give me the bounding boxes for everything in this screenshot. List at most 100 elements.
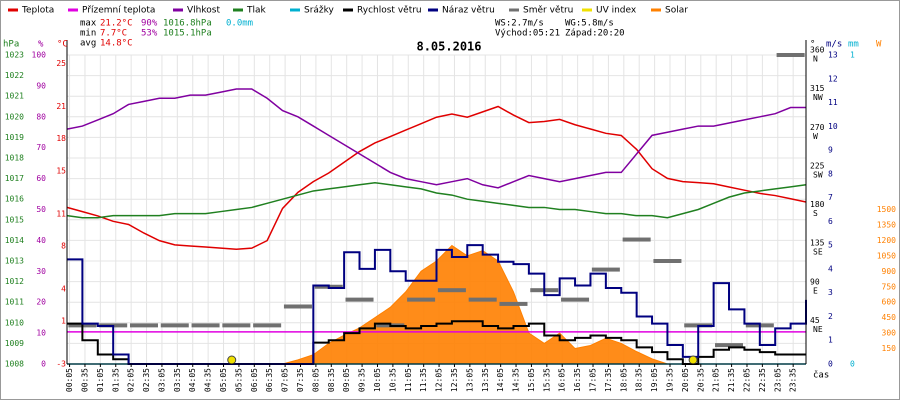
x-tick-label: 14:05 [496,368,505,392]
x-tick-label: 13:35 [481,368,490,392]
direction-mark [715,343,744,348]
y-tick-label: 4 [828,264,833,273]
y-tick-label: 225 [810,161,825,170]
y-tick-label: 1 [828,336,833,345]
x-tick-label: 14:35 [512,368,521,392]
direction-mark [191,323,220,328]
y-tick-label: 8 [828,169,833,178]
y-tick-label: 21 [56,102,66,111]
x-tick-label: 13:05 [465,368,474,392]
x-tick-label: 05:35 [234,368,243,392]
x-tick-label: 11:35 [419,368,428,392]
x-tick-label: 18:35 [635,368,644,392]
y-tick-label: 315 [810,84,825,93]
y-tick-label: 20 [36,298,46,307]
x-tick-label: 07:05 [281,368,290,392]
stat-temp: 14.8°C [100,39,133,49]
x-tick-label: 12:05 [435,368,444,392]
legend-label: Vlhkost [187,6,220,16]
direction-mark [622,237,651,242]
legend-label: UV index [596,6,637,16]
x-tick-label: 09:05 [342,368,351,392]
legend-label: Solar [665,6,688,16]
x-tick-label: 02:05 [127,368,136,392]
x-tick-label: 23:05 [773,368,782,392]
direction-mark [222,323,251,328]
direction-mark [653,259,682,263]
x-tick-label: 06:35 [265,368,274,392]
x-tick-label: 20:35 [696,368,705,392]
stat-rain: 0.0mm [226,19,253,29]
direction-mark [407,297,436,302]
direction-mark [561,297,590,302]
y-tick-label: 1020 [5,112,24,121]
y-tick-label: 11 [828,98,838,107]
stat-press: 1016.8hPa [163,19,212,29]
x-tick-label: 18:05 [619,368,628,392]
y-tick-label: 1008 [5,360,24,369]
uv-marker [227,355,237,365]
y-tick-label: 3 [828,288,833,297]
y-tick-sublabel: NW [813,93,823,102]
y-tick-label: 1019 [5,133,24,142]
y-tick-label: 90 [36,81,46,90]
axis-title: % [38,40,44,50]
y-tick-label: 750 [882,282,897,291]
stat-temp: 21.2°C [100,19,133,29]
y-tick-label: 7 [828,193,833,202]
y-tick-label: 900 [882,267,897,276]
y-tick-label: 1009 [5,339,24,348]
x-tick-label: 09:35 [358,368,367,392]
legend-label: Tlak [246,6,267,16]
x-tick-label: 17:05 [589,368,598,392]
y-tick-label: 1014 [5,236,24,245]
x-tick-label: 08:05 [311,368,320,392]
y-tick-label: 1050 [877,251,896,260]
y-tick-label: 80 [36,112,46,121]
y-tick-sublabel: SE [813,248,823,257]
axis-title: m/s [826,40,842,50]
x-tick-label: 10:35 [388,368,397,392]
x-axis-label: čas [813,370,829,381]
legend-label: Teplota [21,6,54,16]
y-tick-label: 6 [828,217,833,226]
x-tick-label: 11:05 [404,368,413,392]
y-tick-label: 270 [810,123,825,132]
y-tick-label: 18 [56,134,66,143]
axis-title: W [876,40,882,50]
y-tick-label: 13 [828,51,838,60]
direction-mark [160,323,189,328]
axis-title: °C [57,40,68,50]
x-tick-label: 21:05 [712,368,721,392]
y-tick-label: 180 [810,200,825,209]
legend-label: Srážky [304,6,335,16]
y-tick-label: 10 [828,122,838,131]
stat-press: 1015.1hPa [163,29,212,39]
series-line [66,105,807,250]
direction-mark [468,297,497,302]
x-tick-label: 16:35 [573,368,582,392]
x-tick-label: 08:35 [327,368,336,392]
x-tick-label: 01:05 [96,368,105,392]
x-tick-label: 20:05 [681,368,690,392]
direction-mark [253,323,282,328]
x-tick-label: 19:05 [650,368,659,392]
y-tick-label: 8 [61,241,66,250]
x-tick-label: 00:05 [65,368,74,392]
y-tick-label: 60 [36,174,46,183]
y-tick-label: 1017 [5,174,24,183]
y-tick-sublabel: NE [813,325,823,334]
y-tick-label: 9 [828,146,833,155]
x-tick-label: 19:35 [666,368,675,392]
stat-hum: 53% [141,29,158,39]
y-tick-label: 1350 [877,220,896,229]
y-tick-sublabel: E [813,286,818,295]
y-tick-label: 25 [56,59,66,68]
y-tick-label: 135 [810,239,825,248]
series-line [66,88,806,189]
stat-label: avg [80,39,96,49]
y-tick-label: 70 [36,143,46,152]
direction-mark [776,53,805,57]
y-tick-label: 450 [882,313,897,322]
y-tick-sublabel: W [813,132,818,141]
